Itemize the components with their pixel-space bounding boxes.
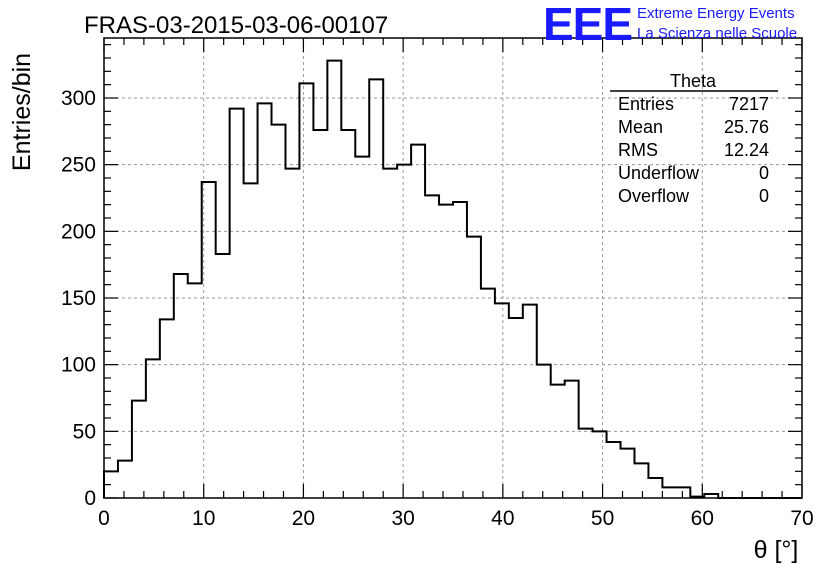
stats-value: 25.76 bbox=[724, 117, 769, 137]
histogram-line bbox=[103, 59, 802, 499]
y-tick-label: 250 bbox=[61, 154, 96, 177]
logo-line-2: La Scienza nelle Scuole bbox=[637, 25, 797, 42]
chart-title: FRAS-03-2015-03-06-00107 bbox=[84, 12, 388, 39]
plot-frame bbox=[103, 37, 803, 499]
histogram-series bbox=[103, 59, 802, 499]
x-tick-label: 60 bbox=[691, 507, 714, 530]
stats-rows: Entries 7217 Mean 25.76 RMS 12.24 Underflow 0 Ov… bbox=[618, 94, 769, 206]
stats-box: Theta Entries 7217 Mean 25.76 RMS 12.24 Underf… bbox=[610, 71, 778, 206]
y-tick-label: 0 bbox=[84, 487, 96, 510]
x-tick-label: 40 bbox=[491, 507, 514, 530]
stats-title: Theta bbox=[670, 71, 717, 91]
grid-lines bbox=[104, 38, 802, 498]
x-tick-label: 70 bbox=[790, 507, 813, 530]
stats-value: 0 bbox=[759, 163, 769, 183]
x-tick-label: 10 bbox=[192, 507, 215, 530]
stats-label: RMS bbox=[618, 140, 658, 160]
stats-label: Underflow bbox=[618, 163, 700, 183]
x-tick-label: 30 bbox=[391, 507, 414, 530]
stats-value: 12.24 bbox=[724, 140, 769, 160]
x-tick-label: 20 bbox=[292, 507, 315, 530]
eee-logo: EEE Extreme Energy Events La Scienza nel… bbox=[543, 0, 797, 50]
tick-labels: 0 10 20 30 40 50 60 70 0 50 100 150 200 250 300 bbox=[61, 87, 814, 530]
logo-line-1: Extreme Energy Events bbox=[637, 5, 795, 22]
stats-value: 7217 bbox=[729, 94, 769, 114]
x-axis-title: θ [°] bbox=[754, 536, 799, 564]
stats-value: 0 bbox=[759, 186, 769, 206]
x-tick-label: 0 bbox=[98, 507, 110, 530]
y-tick-label: 150 bbox=[61, 287, 96, 310]
y-tick-label: 100 bbox=[61, 354, 96, 377]
y-axis-title: Entries/bin bbox=[8, 53, 36, 171]
y-tick-label: 50 bbox=[73, 420, 96, 443]
stats-label: Overflow bbox=[618, 186, 690, 206]
stats-label: Mean bbox=[618, 117, 663, 137]
axes bbox=[103, 37, 803, 499]
logo-mark: EEE bbox=[543, 0, 632, 50]
stats-label: Entries bbox=[618, 94, 674, 114]
x-tick-label: 50 bbox=[591, 507, 614, 530]
y-tick-label: 200 bbox=[61, 220, 96, 243]
y-tick-label: 300 bbox=[61, 87, 96, 110]
